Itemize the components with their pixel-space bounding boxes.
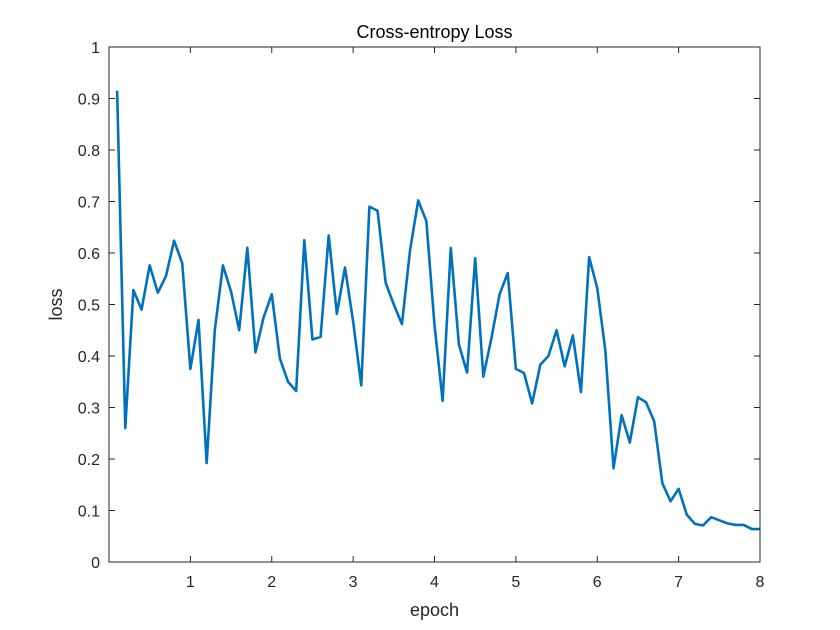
- x-tick-label: 3: [349, 574, 358, 591]
- y-tick-label: 0.7: [78, 195, 100, 212]
- x-axis-label: epoch: [410, 600, 459, 620]
- x-tick-label: 2: [267, 574, 276, 591]
- y-tick-label: 0: [91, 555, 100, 572]
- y-tick-label: 0.1: [78, 504, 100, 521]
- y-tick-label: 1: [91, 40, 100, 57]
- y-ticks: 0 0.1 0.2 0.3 0.4 0.5 0.6 0.7 0.8 0.9 1: [78, 40, 760, 572]
- x-tick-label: 8: [756, 574, 765, 591]
- chart-title: Cross-entropy Loss: [356, 22, 512, 42]
- y-tick-label: 0.9: [78, 92, 100, 109]
- y-tick-label: 0.4: [78, 349, 100, 366]
- y-tick-label: 0.2: [78, 452, 100, 469]
- x-tick-label: 1: [186, 574, 195, 591]
- y-tick-label: 0.3: [78, 401, 100, 418]
- y-tick-label: 0.5: [78, 298, 100, 315]
- y-tick-label: 0.6: [78, 246, 100, 263]
- x-tick-label: 7: [674, 574, 683, 591]
- series-line-0: [115, 90, 760, 531]
- x-tick-label: 5: [511, 574, 520, 591]
- x-tick-label: 4: [430, 574, 439, 591]
- y-axis-label: loss: [46, 288, 66, 320]
- series-layer: [115, 90, 760, 531]
- x-ticks: 1 2 3 4 5 6 7 8: [186, 47, 765, 591]
- y-tick-label: 0.8: [78, 143, 100, 160]
- x-tick-label: 6: [593, 574, 602, 591]
